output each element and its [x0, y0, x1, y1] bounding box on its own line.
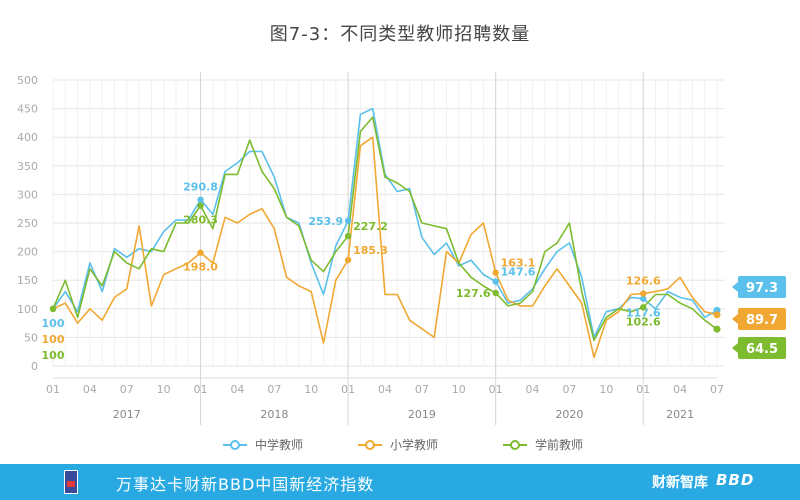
x-tick-label: 04 [378, 383, 392, 396]
end-badge-pointer [732, 314, 738, 324]
end-badge-value: 97.3 [746, 281, 778, 296]
y-tick-label: 250 [17, 217, 38, 230]
x-tick-label: 10 [304, 383, 318, 396]
data-label: 147.6 [501, 266, 536, 279]
data-label: 100 [42, 349, 65, 362]
data-point [640, 295, 647, 302]
x-tick-label: 01 [341, 383, 355, 396]
x-tick-label: 10 [157, 383, 171, 396]
data-label: 117.6 [626, 307, 661, 320]
y-tick-label: 400 [17, 131, 38, 144]
data-point [344, 232, 352, 240]
y-tick-label: 150 [17, 274, 38, 287]
data-point [49, 305, 57, 312]
data-label: 126.6 [626, 275, 661, 288]
data-point [640, 304, 647, 311]
year-label: 2018 [260, 408, 288, 421]
legend-label: 学前教师 [535, 437, 583, 452]
legend-label: 中学教师 [255, 437, 303, 452]
data-point [344, 217, 352, 224]
x-tick-label: 10 [599, 383, 613, 396]
end-badge [738, 276, 786, 298]
y-tick-label: 100 [17, 303, 38, 316]
data-label: 163.1 [501, 257, 536, 270]
data-point [492, 289, 499, 297]
data-label: 198.0 [183, 261, 218, 274]
legend-marker [510, 440, 520, 450]
data-label: 127.6 [456, 287, 491, 300]
x-tick-label: 10 [452, 383, 466, 396]
data-point [492, 278, 499, 285]
y-tick-label: 200 [17, 246, 38, 259]
legend-marker [365, 440, 375, 450]
data-point [344, 256, 352, 264]
end-badge-value: 89.7 [746, 313, 778, 328]
x-tick-label: 07 [415, 383, 429, 396]
year-label: 2021 [666, 408, 694, 421]
footer-brand-bbd: BBD [716, 471, 755, 489]
year-label: 2020 [555, 408, 583, 421]
x-tick-label: 04 [673, 383, 687, 396]
legend-label: 小学教师 [390, 437, 438, 452]
year-label: 2017 [113, 408, 141, 421]
x-tick-label: 07 [562, 383, 576, 396]
x-tick-label: 04 [83, 383, 97, 396]
data-point [197, 196, 204, 203]
year-label: 2019 [408, 408, 436, 421]
data-label: 280.3 [183, 214, 218, 227]
x-tick-label: 04 [230, 383, 244, 396]
y-tick-label: 50 [24, 331, 38, 344]
magazine-logo-icon [64, 470, 78, 494]
x-tick-label: 07 [267, 383, 281, 396]
y-tick-label: 350 [17, 160, 38, 173]
x-tick-label: 01 [636, 383, 650, 396]
x-tick-label: 01 [489, 383, 503, 396]
end-badge [738, 308, 786, 330]
footer-bar: 万事达卡财新BBD中国新经济指数 财新智库 BBD [0, 464, 800, 500]
series-line-1 [52, 136, 718, 359]
end-badge-pointer [732, 282, 738, 292]
data-label: 100 [42, 317, 65, 330]
data-label: 102.6 [626, 315, 661, 328]
x-tick-label: 04 [526, 383, 540, 396]
data-label: 290.8 [183, 181, 218, 194]
series-line-2 [52, 116, 718, 342]
y-tick-label: 300 [17, 188, 38, 201]
end-point [713, 325, 721, 333]
data-point [197, 249, 204, 256]
data-point [197, 202, 204, 209]
data-label: 185.3 [353, 244, 388, 257]
footer-title: 万事达卡财新BBD中国新经济指数 [116, 475, 375, 494]
x-tick-label: 01 [46, 383, 60, 396]
footer-brand-caixin: 财新智库 [652, 475, 708, 491]
x-tick-label: 01 [194, 383, 208, 396]
end-badge-value: 64.5 [746, 342, 778, 357]
end-point [713, 311, 721, 319]
y-tick-label: 0 [31, 360, 38, 373]
x-tick-label: 07 [120, 383, 134, 396]
end-badge [738, 337, 786, 359]
data-point [492, 269, 499, 276]
y-tick-label: 500 [17, 74, 38, 87]
end-badge-pointer [732, 343, 738, 353]
data-label: 100 [42, 333, 65, 346]
data-label: 227.2 [353, 220, 388, 233]
x-tick-label: 07 [710, 383, 724, 396]
chart-title: 图7-3：不同类型教师招聘数量 [269, 24, 531, 45]
data-label: 253.9 [308, 215, 343, 228]
data-point [640, 290, 647, 297]
legend-marker [230, 440, 240, 450]
y-tick-label: 450 [17, 103, 38, 116]
